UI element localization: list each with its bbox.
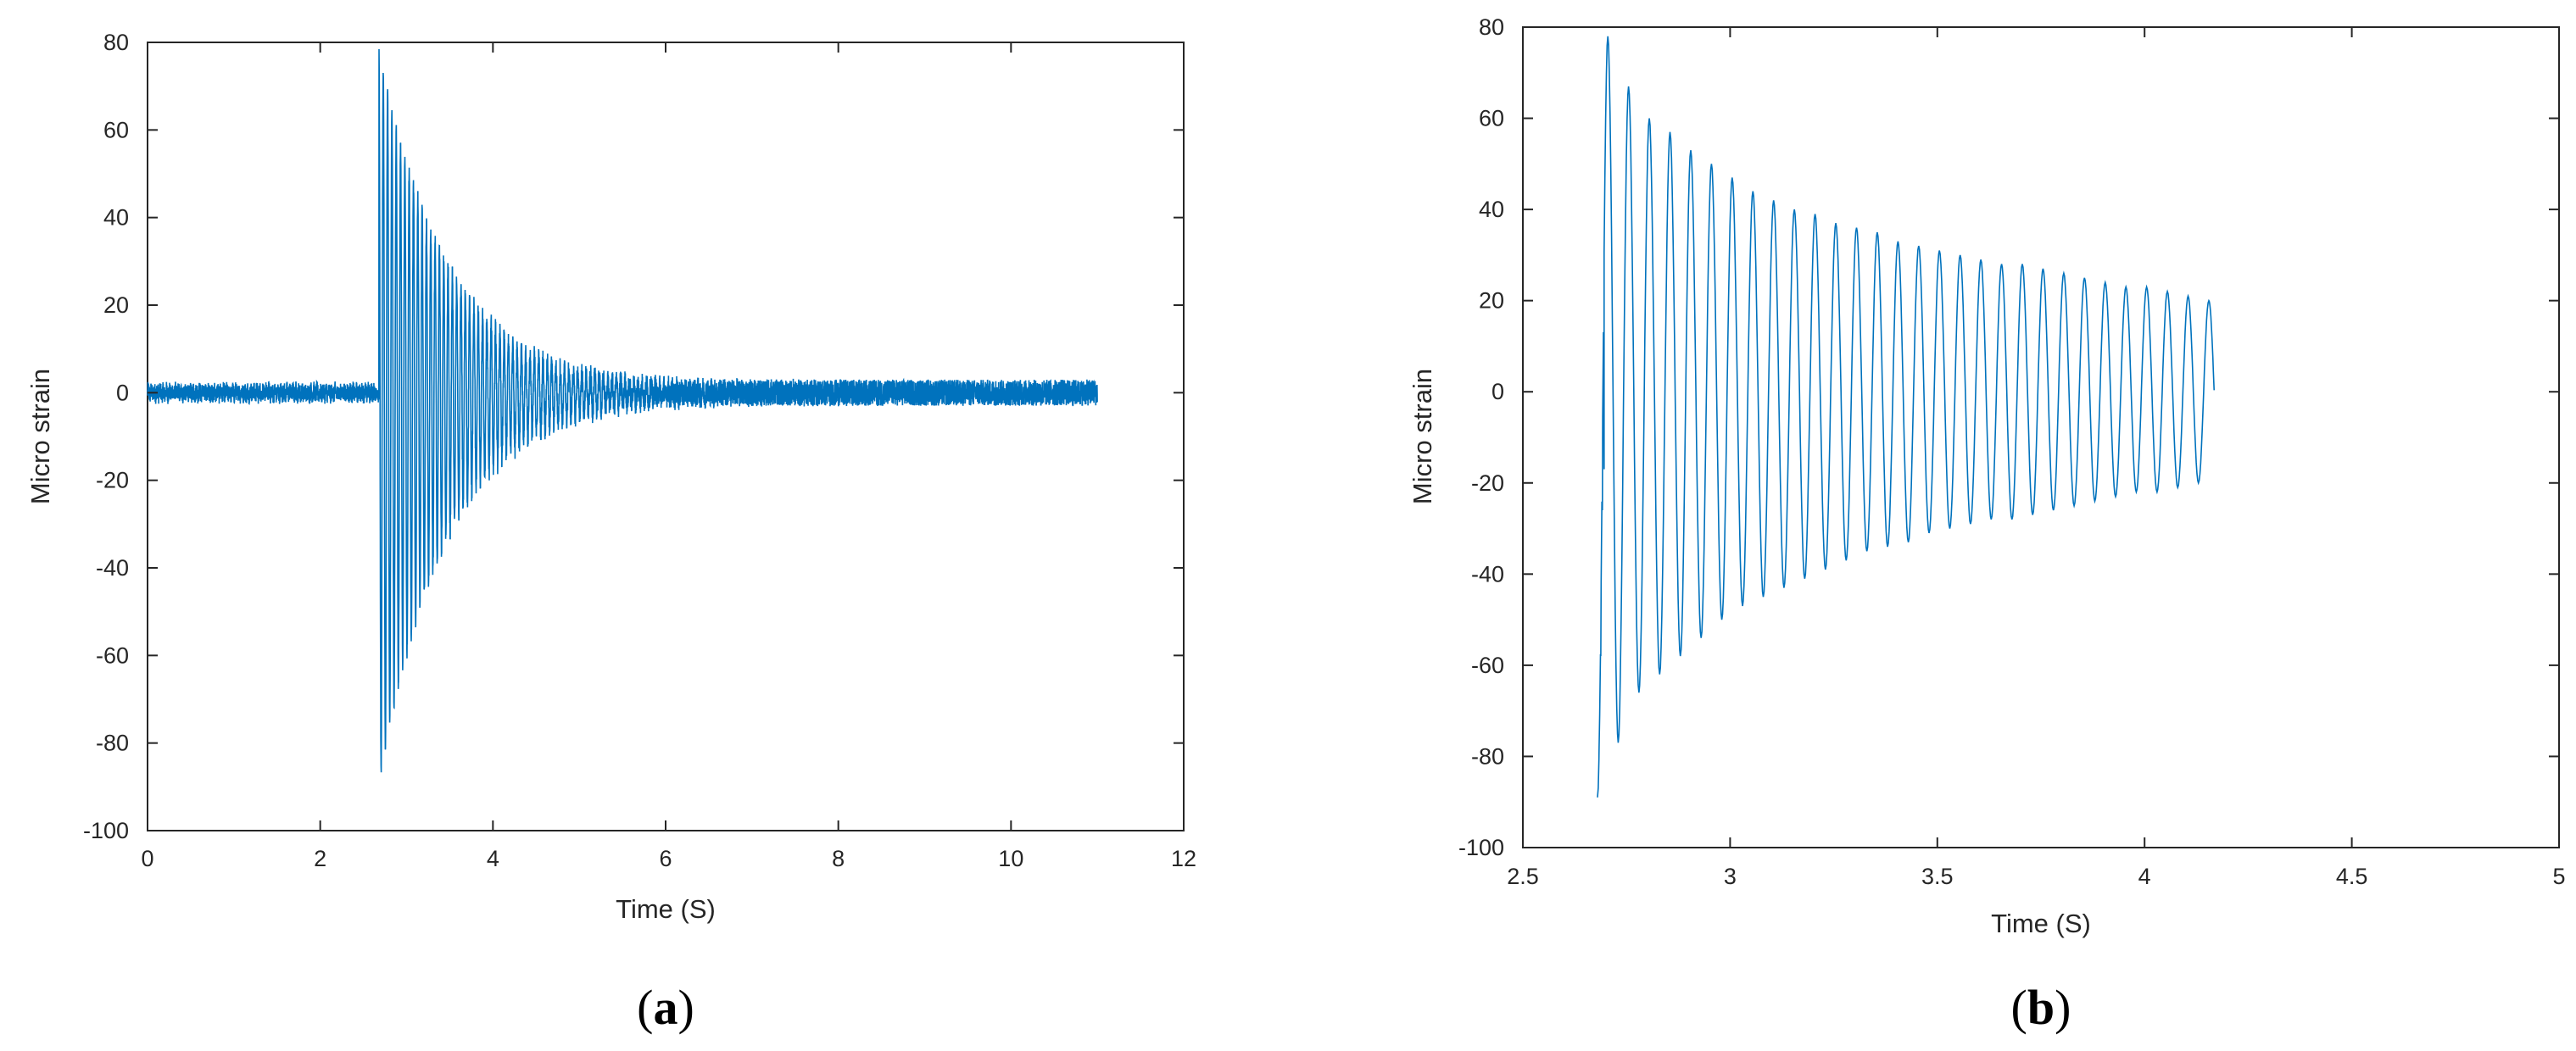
chart-b-y-tick-label: 60 [1479, 106, 1504, 131]
chart-a-panel-label: (a) [637, 980, 694, 1035]
chart-a-y-tick-label: -40 [96, 555, 129, 581]
chart-a-y-axis-label: Micro strain [25, 369, 55, 504]
chart-a-y-tick-label: 80 [103, 30, 129, 55]
chart-b-y-axis-label: Micro strain [1408, 369, 1437, 504]
chart-a-x-tick-label: 2 [314, 846, 326, 871]
chart-b-x-tick-label: 4.5 [2336, 864, 2368, 889]
chart-a-y-tick-label: -80 [96, 731, 129, 756]
chart-a-y-tick-label: 40 [103, 205, 129, 231]
chart-a-y-tick-label: -100 [83, 818, 129, 843]
chart-a-x-axis-label: Time (S) [616, 894, 716, 924]
chart-b-y-tick-label: -80 [1471, 743, 1504, 769]
chart-b-x-tick-label: 2.5 [1507, 864, 1539, 889]
chart-b: -100 -80 -60 -40 -20 0 20 40 60 80 2.5 3 3.5 4 4.5 5 T… [1408, 14, 2566, 1035]
chart-b-x-tick-label: 3 [1724, 864, 1737, 889]
chart-a-y-ticks: -100 -80 -60 -40 -20 0 20 40 60 80 [83, 30, 1184, 843]
chart-b-panel-label: (b) [2011, 980, 2071, 1035]
chart-b-x-tick-label: 3.5 [1921, 864, 1954, 889]
chart-a-y-tick-label: 60 [103, 117, 129, 142]
chart-b-y-tick-label: -60 [1471, 653, 1504, 678]
chart-b-y-ticks: -100 -80 -60 -40 -20 0 20 40 60 80 [1458, 14, 2559, 860]
chart-b-y-tick-label: 40 [1479, 197, 1504, 222]
chart-a: -100 -80 -60 -40 -20 0 20 40 60 80 0 2 4 6 8 10 12 Time… [25, 30, 1196, 1035]
chart-b-axes-frame [1522, 26, 2560, 848]
chart-b-y-tick-label: 0 [1492, 379, 1504, 404]
chart-b-x-axis-label: Time (S) [1991, 909, 2091, 938]
chart-a-x-tick-label: 0 [141, 846, 153, 871]
chart-a-plot-area [147, 48, 1098, 773]
chart-a-y-tick-label: 20 [103, 292, 129, 318]
chart-a-x-tick-label: 12 [1171, 846, 1196, 871]
chart-a-x-ticks: 0 2 4 6 8 10 12 [141, 42, 1196, 871]
chart-b-y-tick-label: -100 [1458, 835, 1504, 860]
chart-b-x-tick-label: 5 [2552, 864, 2565, 889]
chart-a-x-tick-label: 6 [659, 846, 672, 871]
chart-a-x-tick-label: 10 [998, 846, 1023, 871]
chart-a-y-tick-label: -20 [96, 468, 129, 493]
chart-b-y-tick-label: 20 [1479, 288, 1504, 314]
chart-b-y-tick-label: -20 [1471, 470, 1504, 496]
chart-b-x-tick-label: 4 [2138, 864, 2151, 889]
chart-b-y-tick-label: 80 [1479, 14, 1504, 40]
chart-b-series-line [1597, 36, 2215, 798]
chart-a-x-tick-label: 8 [832, 846, 845, 871]
chart-a-axes-frame [147, 42, 1185, 831]
chart-b-y-tick-label: -40 [1471, 561, 1504, 587]
chart-a-x-tick-label: 4 [487, 846, 499, 871]
chart-b-plot-area [1597, 36, 2215, 798]
chart-b-x-ticks: 2.5 3 3.5 4 4.5 5 [1507, 27, 2566, 889]
chart-a-series-line [147, 48, 1098, 773]
chart-a-y-tick-label: 0 [116, 380, 129, 405]
chart-a-y-tick-label: -60 [96, 642, 129, 668]
